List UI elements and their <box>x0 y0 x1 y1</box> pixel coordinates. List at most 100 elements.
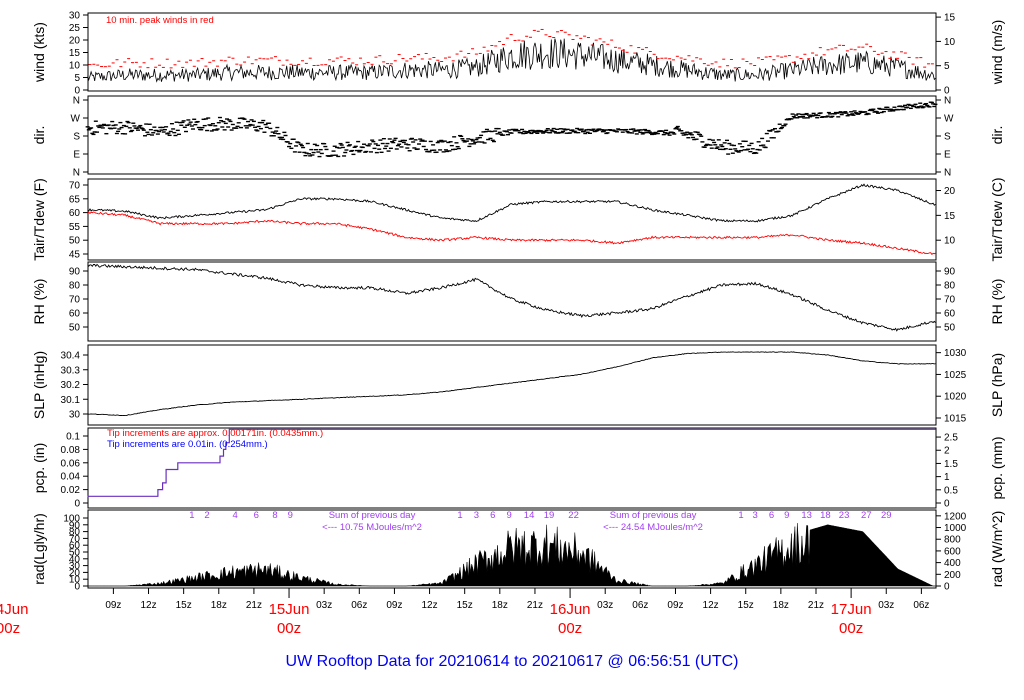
rad-hour-marker: 3 <box>474 510 479 521</box>
chart-title: UW Rooftop Data for 20210614 to 20210617… <box>286 653 739 670</box>
rad-hour-marker: 6 <box>254 510 259 521</box>
dir-frame <box>87 95 937 175</box>
wind-ylabel: wind (kts) <box>31 22 47 83</box>
x-tick-label: 18z <box>211 600 227 611</box>
day-hour-label: 00z <box>277 620 301 637</box>
pcp-ytick-label: 0.02 <box>61 485 81 496</box>
temp-ytick-right-label: 10 <box>944 236 956 247</box>
wind-ytick-right-label: 5 <box>944 61 950 72</box>
rad-ytick-label: 20 <box>69 568 81 579</box>
rad-ytick-right-label: 1200 <box>944 511 967 522</box>
rad-hour-marker: 27 <box>861 510 872 521</box>
rad-hour-marker: 29 <box>881 510 892 521</box>
pcp-ytick-right-label: 0 <box>944 499 950 510</box>
wind-ytick-label: 10 <box>69 61 81 72</box>
wind-ytick-label: 0 <box>74 86 80 97</box>
x-tick-label: 18z <box>773 600 789 611</box>
x-tick-label: 09z <box>105 600 121 611</box>
slp-ytick-right-label: 1030 <box>944 348 967 359</box>
rad-sum-value: <--- 24.54 MJoules/m^2 <box>603 522 703 533</box>
pcp-note: Tip increments are approx. 0.00171in. (0… <box>107 428 323 439</box>
rad-ytick-label: 70 <box>69 534 81 545</box>
rad-ytick-label: 30 <box>69 561 81 572</box>
day-hour-label: 00z <box>558 620 582 637</box>
panel-temp <box>83 178 941 261</box>
x-tick-label: 12z <box>140 600 156 611</box>
x-tick-label: 03z <box>878 600 894 611</box>
dir-ytick-label: N <box>73 168 80 179</box>
wind-ytick-right-label: 15 <box>944 13 956 24</box>
x-tick-label: 15z <box>738 600 754 611</box>
day-label: 15Jun <box>269 601 310 618</box>
x-tick-label: 06z <box>351 600 367 611</box>
rad-ytick-label: 90 <box>69 520 81 531</box>
slp-ytick-right-label: 1025 <box>944 370 967 381</box>
day-label: 16Jun <box>550 601 591 618</box>
rh-ytick-right-label: 90 <box>944 267 956 278</box>
rad-hour-marker: 22 <box>568 510 579 521</box>
rad-hour-marker: 1 <box>189 510 194 521</box>
temp-ytick-right-label: 15 <box>944 211 956 222</box>
rad-frame <box>87 509 937 589</box>
dir-ytick-label: N <box>73 96 80 107</box>
pcp-ylabel: pcp. (in) <box>31 443 47 494</box>
dir-ytick-label: W <box>71 114 81 125</box>
temp-frame <box>87 178 937 261</box>
rad-hour-marker: 23 <box>839 510 850 521</box>
rh-ytick-right-label: 80 <box>944 281 956 292</box>
rh-frame <box>87 261 937 342</box>
pcp-ytick-label: 0.08 <box>61 445 81 456</box>
rad-hour-marker: 19 <box>544 510 555 521</box>
rh-ylabel-right: RH (%) <box>989 279 1005 325</box>
rad-hour-marker: 9 <box>784 510 789 521</box>
pcp-ytick-right-label: 2 <box>944 446 950 457</box>
rad-hour-marker: 9 <box>507 510 512 521</box>
wind-ytick-label: 20 <box>69 36 81 47</box>
rad-hour-marker: 4 <box>233 510 238 521</box>
rad-hour-marker: 8 <box>272 510 277 521</box>
rad-hour-marker: 1 <box>738 510 743 521</box>
rad-hour-marker: 3 <box>752 510 757 521</box>
temp-ytick-label: 70 <box>69 181 81 192</box>
panel-pcp <box>83 427 941 509</box>
dir-ylabel: dir. <box>31 126 47 145</box>
rh-ytick-right-label: 70 <box>944 295 956 306</box>
rh-ytick-label: 50 <box>69 323 81 334</box>
rad-hour-marker: 6 <box>769 510 774 521</box>
tdew-line <box>87 211 936 256</box>
day-label: 14Jun <box>0 601 28 618</box>
rad-ytick-label: 10 <box>69 575 81 586</box>
day-label: 17Jun <box>831 601 872 618</box>
rad-hour-marker: 6 <box>490 510 495 521</box>
pcp-ytick-right-label: 0.5 <box>944 485 958 496</box>
wind-ytick-label: 25 <box>69 23 81 34</box>
slp-line <box>87 351 936 417</box>
temp-ytick-right-label: 20 <box>944 186 956 197</box>
rh-ytick-label: 80 <box>69 281 81 292</box>
day-hour-label: 00z <box>839 620 863 637</box>
pcp-ytick-label: 0 <box>74 499 80 510</box>
pcp-ytick-label: 0.06 <box>61 458 81 469</box>
rh-ytick-label: 60 <box>69 309 81 320</box>
panel-slp <box>83 344 941 426</box>
x-tick-label: 21z <box>246 600 262 611</box>
dir-ytick-right-label: W <box>944 114 954 125</box>
slp-ytick-label: 30.4 <box>61 351 81 362</box>
rad-hour-marker: 2 <box>204 510 209 521</box>
x-tick-label: 09z <box>386 600 402 611</box>
slp-ytick-label: 30.2 <box>61 380 81 391</box>
rh-line <box>87 263 936 332</box>
x-tick-label: 18z <box>492 600 508 611</box>
tair-line <box>87 183 936 223</box>
temp-ytick-label: 45 <box>69 250 81 261</box>
rad-ytick-label: 40 <box>69 554 81 565</box>
wind-mean-line <box>87 38 936 83</box>
x-tick-label: 12z <box>703 600 719 611</box>
x-tick-label: 15z <box>457 600 473 611</box>
x-tick-label: 21z <box>527 600 543 611</box>
x-tick-label: 03z <box>316 600 332 611</box>
rad-hour-marker: 9 <box>288 510 293 521</box>
rad-ytick-label: 100 <box>63 514 80 525</box>
day-hour-label: 00z <box>0 620 20 637</box>
